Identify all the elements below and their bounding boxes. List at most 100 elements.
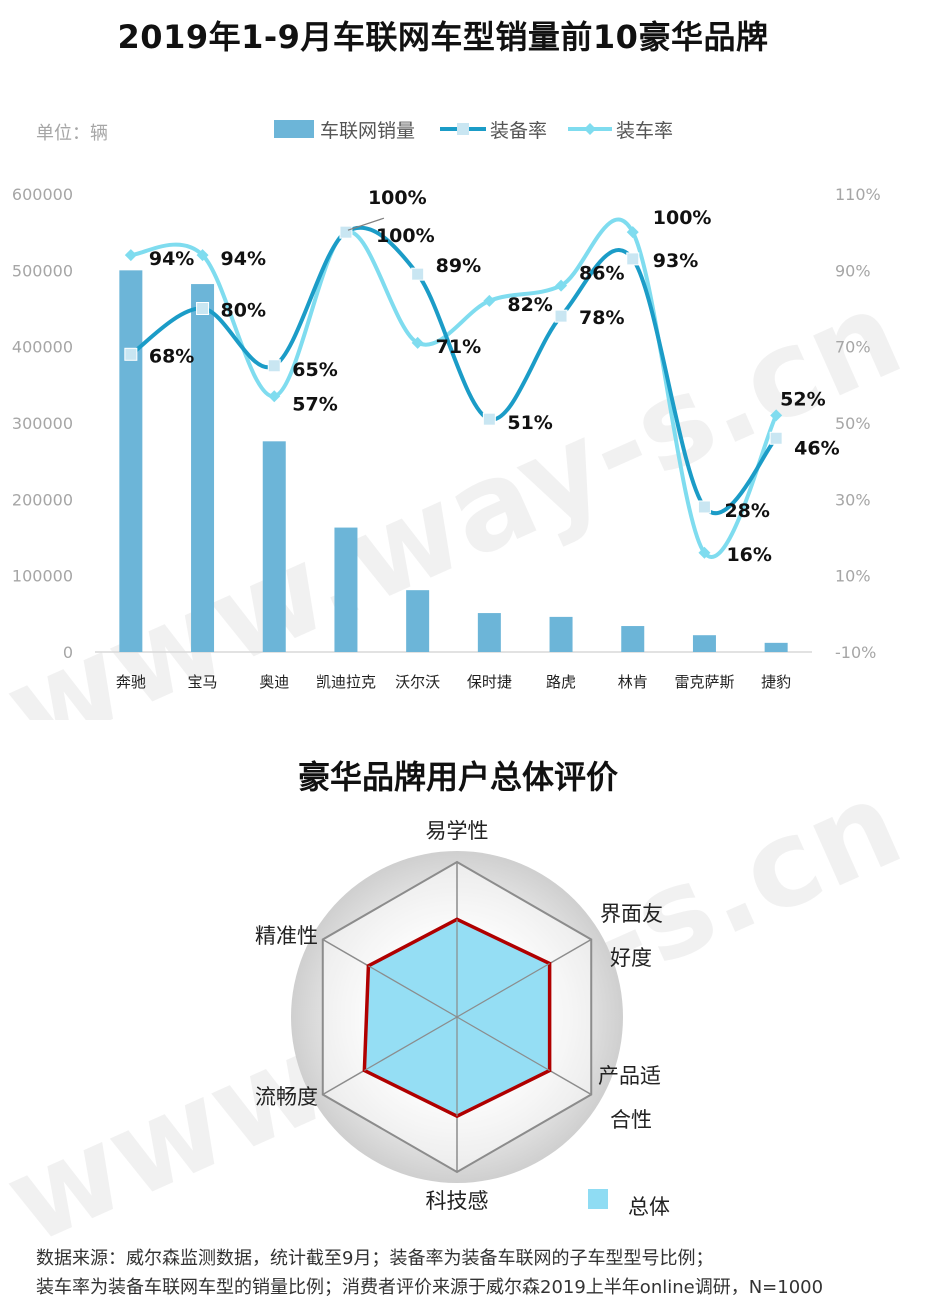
marker-装备率 — [196, 302, 210, 315]
radar-axis-label: 流畅度 — [255, 1085, 318, 1109]
watermark-text: www.way-s.cn — [0, 754, 920, 1272]
chart-title: 2019年1-9月车联网车型销量前10豪华品牌 — [117, 18, 769, 56]
radar-axis-label: 精准性 — [255, 924, 318, 948]
data-label-装备率: 51% — [507, 412, 552, 434]
legend-label: 车联网销量 — [320, 120, 415, 142]
radar-axis-label: 易学性 — [426, 819, 489, 843]
line-装车率 — [128, 217, 779, 559]
marker-装备率 — [626, 252, 640, 266]
radar-legend-label: 总体 — [628, 1195, 670, 1219]
x-category-label: 奔驰 — [116, 673, 146, 691]
radar-background — [291, 851, 623, 1183]
data-label-装车率: 100% — [368, 187, 427, 209]
data-label-装备率: 46% — [794, 437, 839, 459]
data-label-装备率: 68% — [149, 345, 194, 367]
marker-装备率 — [411, 267, 425, 281]
footer-source-line-2: 装车率为装备车联网车型的销量比例；消费者评价来源于威尔森2019上半年onlin… — [36, 1277, 824, 1298]
bar-line-chart: www.way-s.cn 单位：辆 车联网销量 装备率 装车率 0100000200… — [0, 120, 920, 720]
radar-axis-label: 科技感 — [426, 1189, 489, 1213]
bar-捷豹 — [764, 642, 788, 652]
bar-路虎 — [549, 616, 573, 652]
y-right-tick-label: 70% — [835, 338, 871, 357]
data-label-装备率: 93% — [653, 250, 698, 272]
radar-axis-label: 产品适 — [598, 1064, 661, 1088]
x-category-label: 雷克萨斯 — [674, 673, 734, 691]
marker-装车率 — [626, 226, 639, 239]
data-label-装车率: 16% — [726, 544, 771, 566]
bar-保时捷 — [477, 613, 501, 652]
y-right-tick-label: 50% — [835, 414, 871, 433]
data-label-装备率: 28% — [724, 500, 769, 522]
x-category-label: 捷豹 — [761, 673, 791, 691]
radar-outer-hexagon — [321, 860, 593, 1174]
radar-spoke — [456, 1016, 592, 1096]
radar-inner-spoke — [456, 963, 550, 1018]
y-right-tick-label: 90% — [835, 261, 871, 280]
bar-宝马 — [191, 284, 215, 652]
marker-装备率 — [339, 225, 353, 239]
radar-series-总体 — [362, 917, 552, 1119]
x-category-label: 奥迪 — [259, 673, 289, 691]
radar-spoke — [322, 1016, 458, 1096]
data-label-装车率: 100% — [653, 207, 712, 229]
label-leader-line — [347, 217, 385, 231]
y-left-tick-label: 100000 — [12, 567, 73, 586]
x-category-label: 路虎 — [546, 673, 576, 691]
data-label-装备率: 65% — [292, 359, 337, 381]
y-right-tick-label: -10% — [835, 643, 876, 662]
y-left-tick-label: 0 — [63, 643, 73, 662]
radar-axis-label: 好度 — [610, 946, 652, 970]
radar-chart-title: 豪华品牌用户总体评价 — [297, 758, 618, 796]
y-left-tick-label: 500000 — [12, 261, 73, 280]
radar-spoke — [456, 938, 592, 1018]
legend-marker-square — [457, 123, 469, 135]
marker-装备率 — [769, 431, 783, 445]
x-category-label: 保时捷 — [467, 673, 512, 691]
marker-装车率 — [483, 294, 496, 307]
bar-雷克萨斯 — [692, 635, 716, 652]
marker-装车率 — [124, 249, 137, 262]
radar-inner-spoke — [368, 965, 458, 1018]
radar-inner-spoke — [364, 1016, 458, 1071]
marker-装备率 — [124, 347, 138, 361]
unit-label: 单位：辆 — [36, 123, 108, 144]
x-category-label: 林肯 — [618, 673, 648, 691]
data-label-装备率: 80% — [221, 300, 266, 322]
x-category-label: 宝马 — [188, 673, 218, 691]
footer-source-line-1: 数据来源：威尔森监测数据，统计截至9月；装备率为装备车联网的子车型型号比例； — [36, 1248, 714, 1269]
marker-装车率 — [555, 279, 568, 292]
legend-label: 装车率 — [616, 120, 673, 142]
data-label-装车率: 82% — [507, 294, 552, 316]
legend-swatch-bar — [274, 120, 314, 138]
data-label-装备率: 100% — [376, 225, 435, 247]
y-left-tick-label: 600000 — [12, 185, 73, 204]
bar-林肯 — [621, 626, 645, 652]
line-装备率 — [128, 225, 779, 516]
y-right-tick-label: 30% — [835, 490, 871, 509]
data-label-装备率: 78% — [579, 307, 624, 329]
data-label-装车率: 57% — [292, 393, 337, 415]
bar-奥迪 — [262, 441, 286, 652]
data-label-装车率: 52% — [780, 388, 825, 410]
marker-装备率 — [267, 359, 281, 373]
bar-奔驰 — [119, 270, 143, 652]
x-category-label: 沃尔沃 — [395, 673, 440, 691]
marker-装备率 — [697, 500, 711, 514]
bar-凯迪拉克 — [334, 527, 358, 652]
marker-装备率 — [482, 412, 496, 426]
data-label-装备率: 89% — [436, 255, 481, 277]
marker-装备率 — [554, 309, 568, 323]
marker-装车率 — [196, 249, 209, 262]
radar-inner-spoke — [456, 1016, 550, 1071]
legend-marker-diamond — [584, 123, 596, 135]
bar-沃尔沃 — [406, 590, 430, 652]
radar-spoke — [322, 938, 458, 1018]
radar-legend-swatch — [588, 1189, 608, 1209]
radar-axis-label: 合性 — [610, 1108, 652, 1132]
y-left-tick-label: 300000 — [12, 414, 73, 433]
marker-装车率 — [698, 546, 711, 559]
data-label-装车率: 94% — [149, 248, 194, 270]
marker-装车率 — [770, 409, 783, 422]
x-category-label: 凯迪拉克 — [316, 673, 376, 691]
y-right-tick-label: 110% — [835, 185, 881, 204]
